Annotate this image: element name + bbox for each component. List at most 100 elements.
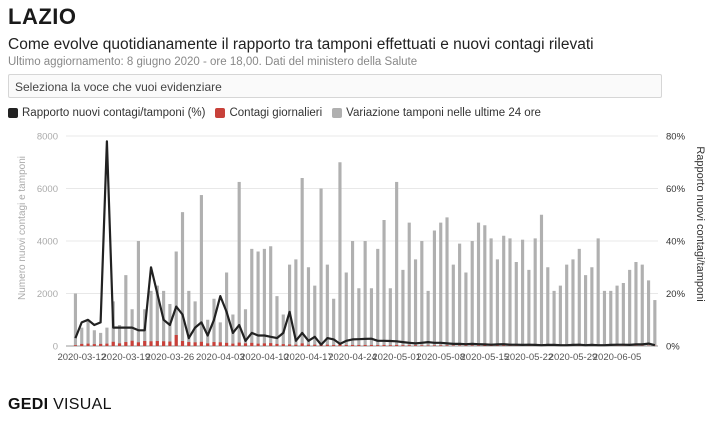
cases-bar[interactable]: [124, 342, 128, 346]
tests-bar[interactable]: [357, 288, 361, 346]
tests-bar[interactable]: [218, 322, 222, 346]
cases-bar[interactable]: [92, 344, 96, 346]
tests-bar[interactable]: [319, 188, 323, 347]
tests-bar[interactable]: [634, 262, 638, 346]
cases-bar[interactable]: [476, 345, 481, 346]
cases-bar[interactable]: [432, 345, 436, 346]
tests-bar[interactable]: [420, 241, 424, 346]
tests-bar[interactable]: [338, 162, 342, 346]
cases-bar[interactable]: [237, 342, 241, 346]
tests-bar[interactable]: [262, 248, 266, 346]
tests-bar[interactable]: [640, 264, 644, 346]
tests-bar[interactable]: [376, 248, 380, 346]
cases-bar[interactable]: [174, 334, 178, 346]
tests-bar[interactable]: [495, 259, 499, 346]
tests-bar[interactable]: [395, 181, 399, 346]
cases-bar[interactable]: [470, 345, 474, 346]
cases-bar[interactable]: [262, 343, 266, 346]
tests-bar[interactable]: [615, 285, 619, 346]
tests-bar[interactable]: [527, 269, 531, 346]
cases-bar[interactable]: [111, 341, 115, 346]
cases-bar[interactable]: [212, 342, 216, 346]
cases-bar[interactable]: [376, 345, 380, 346]
cases-bar[interactable]: [231, 343, 235, 346]
cases-bar[interactable]: [86, 343, 90, 346]
cases-bar[interactable]: [313, 344, 317, 346]
tests-bar[interactable]: [73, 293, 78, 347]
cases-bar[interactable]: [269, 343, 273, 346]
tests-bar[interactable]: [363, 241, 367, 346]
cases-bar[interactable]: [168, 341, 172, 346]
tests-bar[interactable]: [521, 239, 525, 346]
cases-bar[interactable]: [388, 345, 392, 346]
tests-bar[interactable]: [369, 288, 374, 346]
cases-bar[interactable]: [256, 343, 260, 346]
cases-bar[interactable]: [99, 343, 103, 346]
tests-bar[interactable]: [199, 195, 203, 346]
legend-item-ratio[interactable]: Rapporto nuovi contagi/tamponi (%): [8, 107, 205, 119]
tests-bar[interactable]: [332, 298, 336, 346]
cases-bar[interactable]: [483, 345, 487, 346]
tests-bar[interactable]: [325, 264, 329, 346]
tests-bar[interactable]: [124, 275, 128, 346]
tests-bar[interactable]: [571, 259, 575, 346]
cases-bar[interactable]: [451, 345, 455, 346]
cases-bar[interactable]: [288, 344, 292, 346]
tests-bar[interactable]: [288, 264, 292, 346]
cases-bar[interactable]: [344, 344, 348, 346]
cases-bar[interactable]: [300, 343, 304, 346]
cases-bar[interactable]: [243, 343, 248, 346]
cases-bar[interactable]: [338, 344, 342, 346]
tests-bar[interactable]: [313, 285, 317, 346]
cases-bar[interactable]: [130, 340, 134, 346]
tests-bar[interactable]: [483, 225, 487, 346]
tests-bar[interactable]: [382, 220, 386, 346]
tests-bar[interactable]: [432, 230, 436, 347]
cases-bar[interactable]: [464, 345, 468, 346]
cases-bar[interactable]: [281, 344, 285, 346]
tests-bar[interactable]: [275, 296, 279, 346]
tests-bar[interactable]: [451, 264, 455, 346]
tests-bar[interactable]: [458, 243, 462, 346]
cases-bar[interactable]: [187, 342, 191, 346]
cases-bar[interactable]: [369, 344, 374, 346]
tests-bar[interactable]: [407, 222, 411, 346]
tests-bar[interactable]: [476, 222, 481, 346]
tests-bar[interactable]: [533, 238, 537, 346]
cases-bar[interactable]: [162, 341, 166, 346]
tests-bar[interactable]: [243, 309, 248, 346]
cases-bar[interactable]: [136, 342, 140, 346]
tests-bar[interactable]: [539, 214, 544, 346]
highlight-selector[interactable]: Seleziona la voce che vuoi evidenziare: [8, 74, 662, 98]
tests-bar[interactable]: [609, 290, 613, 346]
tests-bar[interactable]: [590, 267, 594, 346]
tests-bar[interactable]: [80, 327, 84, 346]
cases-bar[interactable]: [420, 345, 424, 346]
tests-bar[interactable]: [401, 269, 405, 346]
cases-bar[interactable]: [426, 345, 430, 346]
tests-bar[interactable]: [180, 212, 185, 346]
tests-bar[interactable]: [602, 290, 607, 346]
tests-bar[interactable]: [489, 238, 493, 346]
tests-bar[interactable]: [596, 238, 600, 346]
tests-bar[interactable]: [174, 251, 178, 347]
tests-bar[interactable]: [344, 272, 348, 347]
tests-bar[interactable]: [105, 327, 109, 346]
tests-bar[interactable]: [388, 288, 392, 346]
cases-bar[interactable]: [325, 344, 329, 346]
tests-bar[interactable]: [514, 262, 518, 346]
cases-bar[interactable]: [250, 342, 254, 346]
tests-bar[interactable]: [193, 301, 197, 346]
cases-bar[interactable]: [193, 342, 197, 346]
cases-bar[interactable]: [439, 345, 443, 346]
tests-bar[interactable]: [256, 251, 260, 347]
tests-bar[interactable]: [470, 241, 474, 346]
tests-bar[interactable]: [300, 178, 304, 346]
cases-bar[interactable]: [445, 345, 449, 346]
cases-bar[interactable]: [73, 345, 78, 346]
tests-bar[interactable]: [552, 290, 556, 346]
cases-bar[interactable]: [275, 343, 279, 346]
tests-bar[interactable]: [577, 248, 581, 346]
cases-bar[interactable]: [363, 344, 367, 346]
tests-bar[interactable]: [558, 285, 562, 346]
